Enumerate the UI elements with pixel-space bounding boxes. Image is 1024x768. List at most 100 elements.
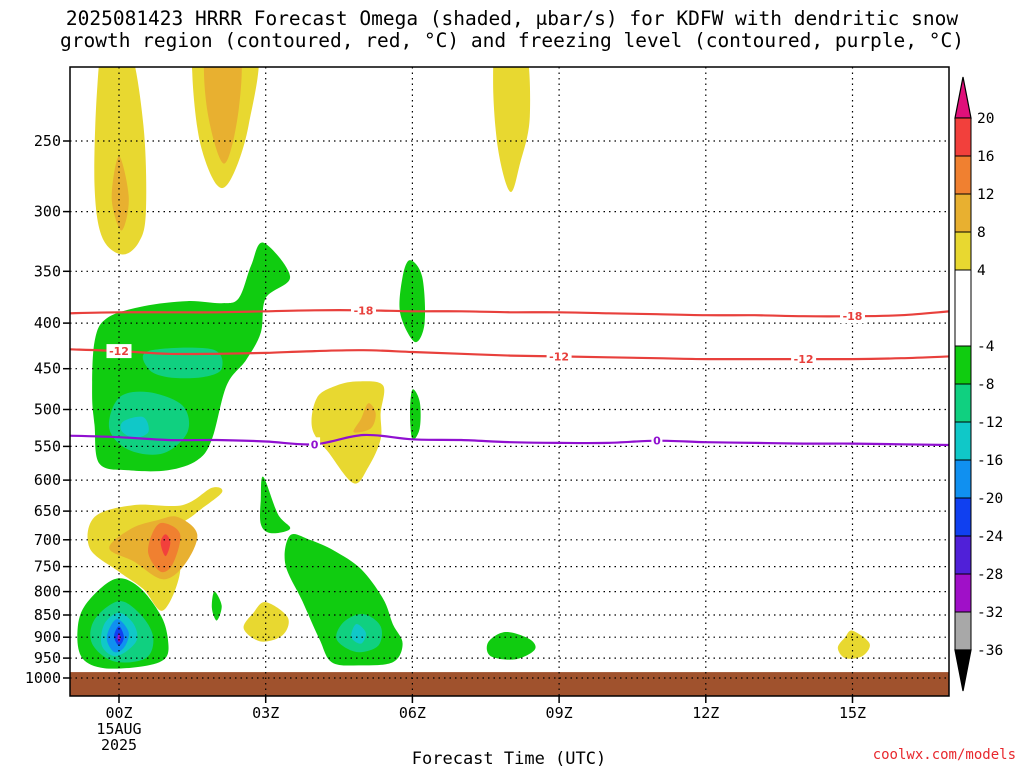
colorbar-band-16-20 <box>954 117 972 157</box>
omega-region-descent-0-3z-mid-3 <box>120 416 149 438</box>
omega-region-ascent-8z-upper-0 <box>493 67 531 192</box>
colorbar-label--28: -28 <box>977 567 1003 583</box>
x-tick-label-0-1: 15AUG <box>96 720 141 738</box>
colorbar-label--4: -4 <box>977 339 995 355</box>
omega-region-descent-6z-mid-0 <box>410 389 421 440</box>
omega-region-small-blobs-2 <box>486 631 536 660</box>
chart-title: 2025081423 HRRR Forecast Omega (shaded, … <box>0 8 1024 52</box>
colorbar-band-12-16 <box>954 155 972 195</box>
terrain-fill <box>70 672 949 696</box>
y-tick-label-850: 850 <box>34 606 61 624</box>
isotherm-label--18-15: -18 <box>843 310 863 323</box>
plot-frame <box>69 66 950 697</box>
isotherm-label--12-14: -12 <box>794 353 814 366</box>
isotherm-contours: -18 -18 -12 -12 -12 0 0 <box>70 303 949 452</box>
omega-region-descent-0z-low-5 <box>117 632 121 643</box>
colorbar-band--8--4 <box>954 345 972 385</box>
colorbar-arrow-bottom <box>954 649 972 692</box>
omega-region-descent-0-3z-mid-1 <box>142 347 223 379</box>
isotherm-label--18-5: -18 <box>354 304 374 317</box>
y-tick-label-750: 750 <box>34 558 61 576</box>
x-tick-label-15-0: 15Z <box>839 704 866 722</box>
colorbar-band--28--24 <box>954 535 972 575</box>
colorbar-band--24--20 <box>954 497 972 537</box>
y-tick-label-350: 350 <box>34 262 61 280</box>
omega-region-ascent-5z-mid-1 <box>353 403 376 433</box>
omega-region-descent-3z-low-0 <box>259 476 291 534</box>
omega-region-small-blobs-3 <box>837 630 870 659</box>
y-tick-label-600: 600 <box>34 471 61 489</box>
colorbar-band--36--32 <box>954 611 972 651</box>
x-tick-label-9-0: 09Z <box>546 704 573 722</box>
omega-region-small-blobs-0 <box>243 602 289 642</box>
omega-region-ascent-1z-low-3 <box>160 534 171 557</box>
colorbar-band--32--28 <box>954 573 972 613</box>
colorbar-label-4: 4 <box>977 263 986 279</box>
isotherm-label-bg--12-0 <box>106 344 132 359</box>
omega-region-ascent-0z-upper-1 <box>111 156 129 231</box>
isotherm-label-0-4: 0 <box>311 438 319 451</box>
colorbar-label--24: -24 <box>977 529 1003 545</box>
omega-region-ascent-5z-mid-0 <box>311 381 385 484</box>
x-tick-label-0-2: 2025 <box>101 736 137 754</box>
pressure-axis: 250 300 350 400 450 500 550 600 650 700 750 800 850 9… <box>25 132 70 687</box>
colorbar-arrow-top <box>954 76 972 119</box>
omega-region-ascent-2z-upper-1 <box>203 67 242 164</box>
colorbar-band--4-4 <box>954 269 972 347</box>
credit-link[interactable]: coolwx.com/models <box>873 747 1016 763</box>
isotherm--18 <box>70 309 949 318</box>
isotherm-label-bg--18-15 <box>840 309 865 324</box>
y-tick-label-700: 700 <box>34 531 61 549</box>
y-tick-label-900: 900 <box>34 628 61 646</box>
colorbar-label-8: 8 <box>977 225 986 241</box>
y-tick-label-550: 550 <box>34 437 61 455</box>
colorbar-band--12--8 <box>954 383 972 423</box>
colorbar: 20 16 12 8 4 -4 -8 -12 -16 -20 -24 -28 -32 -36 <box>954 76 1003 692</box>
isotherm-label-bg--18-5 <box>351 303 376 318</box>
x-tick-label-0-0: 00Z <box>105 704 132 722</box>
colorbar-band-8-12 <box>954 193 972 233</box>
colorbar-label--12: -12 <box>977 415 1003 431</box>
y-tick-label-1000: 1000 <box>25 669 61 687</box>
chart-title-line-1: 2025081423 HRRR Forecast Omega (shaded, … <box>65 7 959 30</box>
isotherm-label-0-11: 0 <box>653 435 661 448</box>
colorbar-band--16--12 <box>954 421 972 461</box>
y-tick-label-800: 800 <box>34 583 61 601</box>
y-tick-label-250: 250 <box>34 132 61 150</box>
x-tick-label-6-0: 06Z <box>399 704 426 722</box>
colorbar-label--36: -36 <box>977 643 1003 659</box>
isotherm-label--12-9: -12 <box>549 350 569 363</box>
y-tick-label-650: 650 <box>34 502 61 520</box>
colorbar-label--8: -8 <box>977 377 994 393</box>
colorbar-label-12: 12 <box>977 187 994 203</box>
colorbar-label-20: 20 <box>977 111 994 127</box>
y-tick-label-450: 450 <box>34 360 61 378</box>
colorbar-band-4-8 <box>954 231 972 271</box>
omega-region-descent-6z-upper-0 <box>399 260 426 343</box>
isotherm-label-bg--12-9 <box>546 349 572 364</box>
isotherm-0 <box>70 433 949 447</box>
colorbar-label-16: 16 <box>977 149 994 165</box>
omega-region-small-blobs-1 <box>211 591 222 621</box>
y-tick-label-400: 400 <box>34 314 61 332</box>
y-tick-label-300: 300 <box>34 203 61 221</box>
y-tick-label-500: 500 <box>34 401 61 419</box>
colorbar-label--20: -20 <box>977 491 1003 507</box>
grid-lines <box>70 67 949 696</box>
omega-shading <box>77 67 870 669</box>
isotherm-label--12-0: -12 <box>109 345 129 358</box>
x-tick-label-12-0: 12Z <box>692 704 719 722</box>
isotherm-label-bg-0-11 <box>651 433 663 448</box>
colorbar-label--16: -16 <box>977 453 1003 469</box>
x-tick-label-3-0: 03Z <box>252 704 279 722</box>
omega-region-descent-4-5z-low-2 <box>351 624 367 644</box>
x-axis-label: Forecast Time (UTC) <box>412 749 606 768</box>
colorbar-band--20--16 <box>954 459 972 499</box>
colorbar-label--32: -32 <box>977 605 1003 621</box>
chart-title-line-2: growth region (contoured, red, °C) and f… <box>60 29 964 52</box>
terrain-block <box>70 672 949 696</box>
y-tick-label-950: 950 <box>34 649 61 667</box>
isotherm-label-bg--12-14 <box>791 352 817 367</box>
